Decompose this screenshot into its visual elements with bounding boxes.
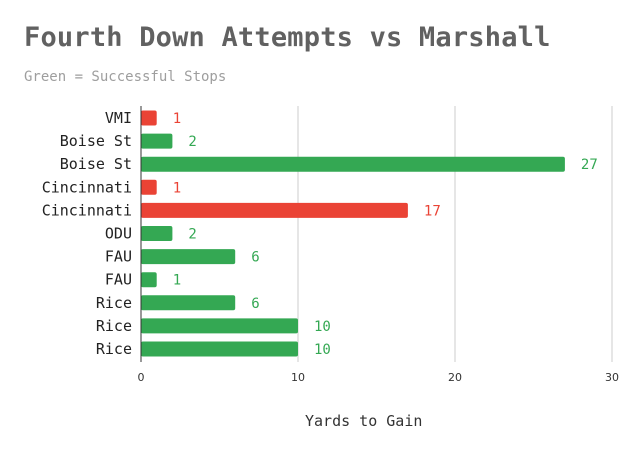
bar — [141, 110, 157, 126]
bar — [141, 318, 298, 334]
data-label: 27 — [581, 157, 598, 173]
data-label: 17 — [424, 203, 441, 219]
bar — [141, 156, 565, 172]
bar — [141, 202, 408, 218]
data-label: 6 — [251, 296, 259, 312]
category-label: Boise St — [60, 155, 132, 173]
x-tick-label: 0 — [138, 371, 145, 384]
category-label: Rice — [96, 340, 132, 358]
labels: 0 10 20 30 VMI 1 Boise St 2 Boise St 27 Cincinnati… — [42, 109, 619, 384]
data-label: 2 — [188, 227, 196, 243]
category-label: FAU — [105, 271, 132, 289]
data-label: 1 — [173, 273, 181, 289]
category-label: Rice — [96, 317, 132, 335]
x-tick-label: 30 — [605, 371, 619, 384]
data-label: 6 — [251, 250, 259, 266]
category-label: Rice — [96, 294, 132, 312]
data-label: 10 — [314, 319, 331, 335]
bar — [141, 133, 173, 149]
category-label: ODU — [105, 225, 132, 243]
x-axis-title: Yards to Gain — [305, 412, 423, 430]
bars — [141, 110, 565, 357]
data-label: 10 — [314, 342, 331, 358]
chart-title: Fourth Down Attempts vs Marshall — [24, 22, 551, 53]
bar — [141, 341, 298, 357]
category-label: Cincinnati — [42, 178, 132, 196]
category-label: Cincinnati — [42, 201, 132, 219]
bar — [141, 295, 236, 311]
chart-subtitle: Green = Successful Stops — [24, 69, 227, 85]
bar — [141, 249, 236, 265]
category-label: Boise St — [60, 132, 132, 150]
gridlines — [297, 106, 613, 362]
x-tick-label: 10 — [291, 371, 305, 384]
bar — [141, 226, 173, 241]
x-tick-label: 20 — [448, 371, 462, 384]
data-label: 1 — [173, 111, 181, 127]
category-label: VMI — [105, 109, 132, 127]
data-label: 2 — [188, 134, 196, 150]
data-label: 1 — [173, 180, 181, 196]
bar — [141, 179, 157, 195]
bar — [141, 272, 157, 288]
category-label: FAU — [105, 248, 132, 266]
